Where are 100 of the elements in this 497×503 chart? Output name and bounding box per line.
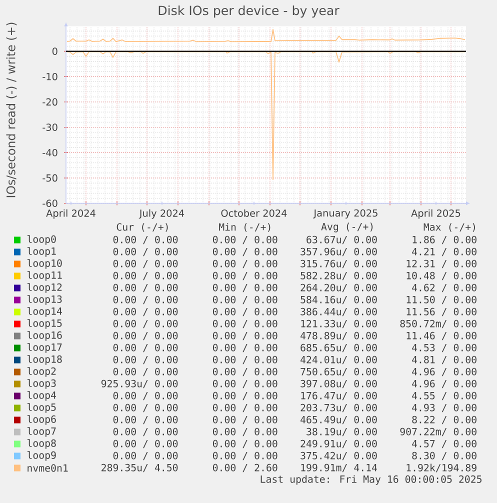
legend-label: loop15 [27, 319, 62, 329]
text: 357.96u/ 0.00 [300, 248, 377, 256]
text: 478.89u/ 0.00 [300, 332, 377, 340]
text: 0.00 / 0.00 [212, 332, 278, 340]
text: 63.67u/ 0.00 [306, 236, 377, 244]
text: 0.00 / 0.00 [113, 404, 178, 412]
x-tick-label: January 2025 [313, 209, 378, 219]
text: 11.50 / 0.00 [406, 296, 476, 304]
text: 0.00 / 0.00 [212, 296, 278, 304]
text: 1.86 / 0.00 [412, 236, 476, 244]
text: 0.00 / 0.00 [212, 452, 278, 460]
text: 0.00 / 0.00 [113, 392, 178, 400]
text: 0.00 / 0.00 [113, 368, 178, 376]
text: 12.31 / 0.00 [406, 260, 476, 268]
text: 0.00 / 0.00 [212, 272, 278, 280]
text: 0.00 / 0.00 [212, 404, 278, 412]
text: 0.00 / 0.00 [212, 392, 278, 400]
text: 0.00 / 0.00 [113, 236, 178, 244]
text: 4.53 / 0.00 [412, 344, 476, 352]
legend-label: nvme0n1 [28, 464, 68, 472]
text: 4.57 / 0.00 [412, 440, 476, 448]
x-tick-label: July 2024 [138, 209, 184, 219]
text: 386.44u/ 0.00 [300, 308, 377, 316]
text: 0.00 / 0.00 [113, 260, 178, 268]
text: 685.65u/ 0.00 [300, 344, 377, 352]
text: 0.00 / 0.00 [212, 260, 278, 268]
text: Cur (-/+) [116, 223, 168, 232]
text: 0.00 / 0.00 [212, 248, 278, 256]
text: 0.00 / 0.00 [212, 368, 278, 376]
text: 203.73u/ 0.00 [300, 404, 377, 412]
text: 4.81 / 0.00 [412, 356, 476, 364]
y-tick-label: -30 [42, 124, 58, 131]
text: 850.72m/ 0.00 [400, 320, 476, 328]
text: 11.56 / 0.00 [406, 308, 476, 316]
y-tick-label: 0 [52, 48, 58, 55]
text: 0.00 / 0.00 [212, 356, 278, 364]
text: 315.76u/ 0.00 [300, 260, 377, 268]
legend-label: loop11 [27, 271, 62, 281]
chart-title: Disk IOs per device - by year [158, 5, 340, 18]
legend-label: loop18 [27, 355, 62, 365]
text: 424.01u/ 0.00 [300, 356, 377, 364]
legend-label: loop14 [27, 307, 62, 317]
text: 0.00 / 0.00 [113, 308, 178, 316]
legend-label: loop7 [27, 427, 56, 437]
text: 0.00 / 0.00 [113, 296, 178, 304]
text: 397.08u/ 0.00 [300, 380, 377, 388]
text: 465.49u/ 0.00 [300, 416, 377, 424]
line-series [66, 29, 466, 42]
legend-label: loop9 [27, 451, 56, 461]
y-tick-label: -50 [42, 174, 58, 182]
text: 0.00 / 0.00 [113, 428, 178, 436]
text: 11.46 / 0.00 [406, 332, 476, 340]
text: 0.00 / 0.00 [113, 416, 178, 424]
legend-label: loop5 [27, 403, 56, 413]
text: 0.00 / 0.00 [212, 380, 278, 388]
text: 375.42u/ 0.00 [300, 452, 377, 460]
text: 4.96 / 0.00 [412, 380, 476, 388]
text: 264.20u/ 0.00 [300, 284, 377, 292]
text: 0.00 / 0.00 [113, 344, 178, 352]
text: 0.00 / 0.00 [212, 416, 278, 424]
y-tick-label: -40 [42, 148, 58, 156]
text: 289.35u/ 4.50 [102, 464, 178, 472]
legend-label: loop1 [27, 247, 56, 257]
text: Last update: Fri May 16 00:00:05 2025 [260, 475, 482, 485]
text: 4.96 / 0.00 [412, 368, 476, 376]
y-tick-label: -10 [42, 72, 58, 80]
text: 0.00 / 0.00 [212, 344, 278, 352]
legend-label: loop2 [27, 367, 56, 377]
y-axis-title: IOs/second read (-) / write (+) [6, 22, 17, 198]
legend-label: loop17 [27, 343, 62, 353]
x-tick-label: April 2024 [46, 209, 96, 219]
text: 4.21 / 0.00 [412, 248, 476, 256]
text: 249.91u/ 0.00 [300, 440, 377, 448]
text: 1.92k/194.89 [406, 464, 476, 472]
text: 0.00 / 0.00 [212, 440, 278, 448]
legend-label: loop12 [27, 283, 62, 293]
text: 4.55 / 0.00 [412, 392, 476, 400]
x-tick-label: October 2024 [221, 209, 287, 217]
text: 0.00 / 0.00 [113, 452, 178, 460]
text: 4.62 / 0.00 [412, 284, 476, 292]
text: 8.30 / 0.00 [412, 452, 476, 460]
text: 10.48 / 0.00 [406, 272, 476, 280]
text: 0.00 / 0.00 [212, 428, 278, 436]
text: 0.00 / 0.00 [113, 332, 178, 340]
text: Min (-/+) [219, 223, 270, 232]
text: 176.47u/ 0.00 [301, 392, 377, 400]
text: 8.22 / 0.00 [412, 416, 476, 424]
text: 0.00 / 0.00 [113, 248, 178, 256]
text: 38.19u/ 0.00 [306, 428, 377, 436]
text: 199.91m/ 4.14 [301, 464, 378, 472]
text: 0.00 / 0.00 [113, 320, 178, 328]
legend-label: loop10 [27, 259, 62, 269]
text: 0.00 / 0.00 [212, 320, 278, 328]
text: 0.00 / 0.00 [212, 308, 278, 316]
text: 584.16u/ 0.00 [300, 296, 377, 304]
text: 0.00 / 0.00 [212, 284, 278, 292]
text: 907.22m/ 0.00 [400, 428, 476, 436]
text: 0.00 / 2.60 [212, 464, 278, 472]
legend-label: loop3 [27, 379, 56, 389]
legend-label: loop0 [27, 235, 56, 245]
